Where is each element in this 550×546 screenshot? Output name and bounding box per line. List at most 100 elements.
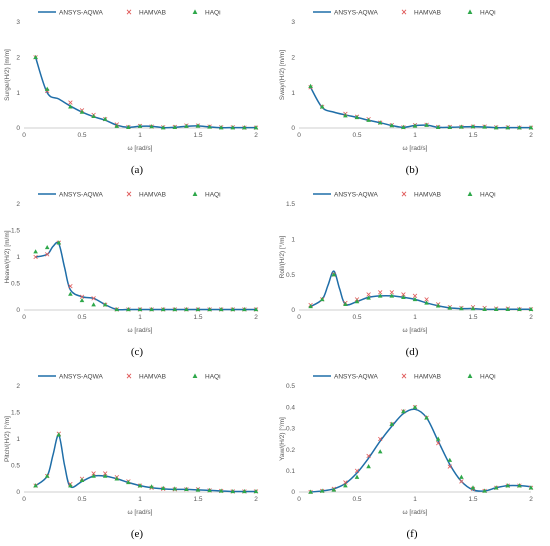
y-tick-label: 0 xyxy=(291,307,295,314)
data-point-triangle xyxy=(137,123,143,128)
legend: ANSYS-AQWA HAMVAB HAQi xyxy=(313,191,496,198)
data-point-triangle xyxy=(230,125,236,130)
legend: ANSYS-AQWA HAMVAB HAQi xyxy=(38,191,221,198)
data-point-triangle xyxy=(424,122,429,127)
panel-caption: (e) xyxy=(131,528,144,540)
data-point-triangle xyxy=(79,477,85,483)
data-point-x xyxy=(447,464,452,469)
y-tick-label: 0.3 xyxy=(286,426,295,433)
chart-svg: ANSYS-AQWA HAMVAB HAQi 0 0.5 1 1.5 2 0 1 2 3 ω [rad/… xyxy=(4,9,259,176)
axes: 0 0.5 1 1.5 2 0 1 2 3 ω [rad/s] Surge/(H/2) [m/m] xyxy=(4,19,258,152)
data-point-triangle xyxy=(366,464,371,469)
data-point-triangle xyxy=(377,293,383,298)
x-tick-label: 2 xyxy=(254,496,258,503)
data-point-triangle xyxy=(137,483,143,488)
series-hamvab xyxy=(308,85,534,130)
data-point-triangle xyxy=(195,306,201,312)
x-axis-label: ω [rad/s] xyxy=(403,145,428,152)
x-tick-label: 1 xyxy=(138,132,142,139)
legend-triangle-swatch xyxy=(192,9,198,14)
data-point-triangle xyxy=(319,104,325,109)
data-point-triangle xyxy=(126,124,131,129)
panel-caption: (f) xyxy=(407,528,418,540)
x-axis-label: ω [rad/s] xyxy=(128,509,153,516)
panel-caption: (b) xyxy=(406,164,419,176)
series-line xyxy=(309,86,531,129)
series-ansys-aqwa xyxy=(35,434,256,493)
chart-svg: ANSYS-AQWA HAMVAB HAQi 0 0.5 1 1.5 2 0 0.5 1 1.5 2 ω … xyxy=(4,191,259,358)
y-tick-label: 2 xyxy=(16,201,20,208)
legend-triangle-swatch xyxy=(192,191,198,196)
data-point-x xyxy=(401,292,406,297)
y-tick-label: 0 xyxy=(16,489,20,496)
y-tick-label: 1.5 xyxy=(11,410,20,417)
x-tick-label: 0.5 xyxy=(352,314,361,321)
data-point-triangle xyxy=(114,306,120,312)
data-point-triangle xyxy=(207,306,212,312)
data-point-triangle xyxy=(435,436,441,441)
data-point-triangle xyxy=(172,486,178,491)
legend: ANSYS-AQWA HAMVAB HAQi xyxy=(38,373,221,380)
data-point-triangle xyxy=(68,483,73,488)
x-tick-label: 0.5 xyxy=(77,132,86,139)
series-haqi xyxy=(33,432,259,494)
x-tick-label: 0 xyxy=(297,132,301,139)
data-point-triangle xyxy=(207,124,212,129)
data-point-triangle xyxy=(102,116,108,121)
data-point-x xyxy=(366,292,371,297)
data-point-triangle xyxy=(308,303,313,309)
legend-entry: HAQi xyxy=(480,191,496,198)
legend-x-swatch xyxy=(126,9,132,15)
data-point-triangle xyxy=(343,301,348,307)
data-point-triangle xyxy=(470,306,476,311)
data-point-triangle xyxy=(389,123,395,128)
x-tick-label: 0 xyxy=(22,314,26,321)
legend-entry: HAMVAB xyxy=(414,9,441,16)
data-point-triangle xyxy=(308,83,313,89)
data-point-triangle xyxy=(102,302,108,307)
data-point-x xyxy=(378,290,383,295)
series-ansys-aqwa xyxy=(310,408,532,493)
data-point-triangle xyxy=(435,124,441,129)
x-tick-label: 1.5 xyxy=(468,132,477,139)
legend-entry: ANSYS-AQWA xyxy=(334,373,378,380)
data-point-x xyxy=(343,480,348,485)
y-tick-label: 1 xyxy=(16,254,20,261)
data-point-triangle xyxy=(137,306,143,312)
series-ansys-aqwa xyxy=(309,86,531,129)
legend-entry: HAMVAB xyxy=(139,373,166,380)
legend: ANSYS-AQWA HAMVAB HAQi xyxy=(313,9,496,16)
data-point-triangle xyxy=(401,408,406,414)
data-point-triangle xyxy=(366,295,371,300)
legend-entry: HAMVAB xyxy=(139,9,166,16)
data-point-triangle xyxy=(149,306,154,312)
y-axis-label: Yaw/(H/2) [°/m] xyxy=(278,417,286,461)
series-hamvab xyxy=(33,431,259,494)
series-haqi xyxy=(33,54,259,130)
data-point-triangle xyxy=(470,485,476,490)
data-point-triangle xyxy=(253,306,259,312)
legend-entry: ANSYS-AQWA xyxy=(59,373,103,380)
data-point-triangle xyxy=(354,299,360,304)
legend-triangle-swatch xyxy=(192,373,198,378)
data-point-x xyxy=(68,283,73,289)
x-tick-label: 1.5 xyxy=(193,496,202,503)
data-point-triangle xyxy=(230,306,236,312)
legend-entry: HAQi xyxy=(205,373,221,380)
data-point-triangle xyxy=(44,86,50,91)
data-point-x xyxy=(79,294,85,299)
data-point-triangle xyxy=(149,124,154,129)
data-point-triangle xyxy=(412,296,418,302)
x-tick-label: 0 xyxy=(297,496,301,503)
x-tick-label: 1 xyxy=(413,132,417,139)
data-point-triangle xyxy=(459,474,464,479)
legend-entry: ANSYS-AQWA xyxy=(334,191,378,198)
data-point-x xyxy=(436,441,441,446)
y-tick-label: 0.4 xyxy=(286,404,295,411)
x-tick-label: 2 xyxy=(529,314,533,321)
data-point-triangle xyxy=(195,487,201,492)
data-point-triangle xyxy=(401,124,406,129)
legend-entry: HAQi xyxy=(480,373,496,380)
